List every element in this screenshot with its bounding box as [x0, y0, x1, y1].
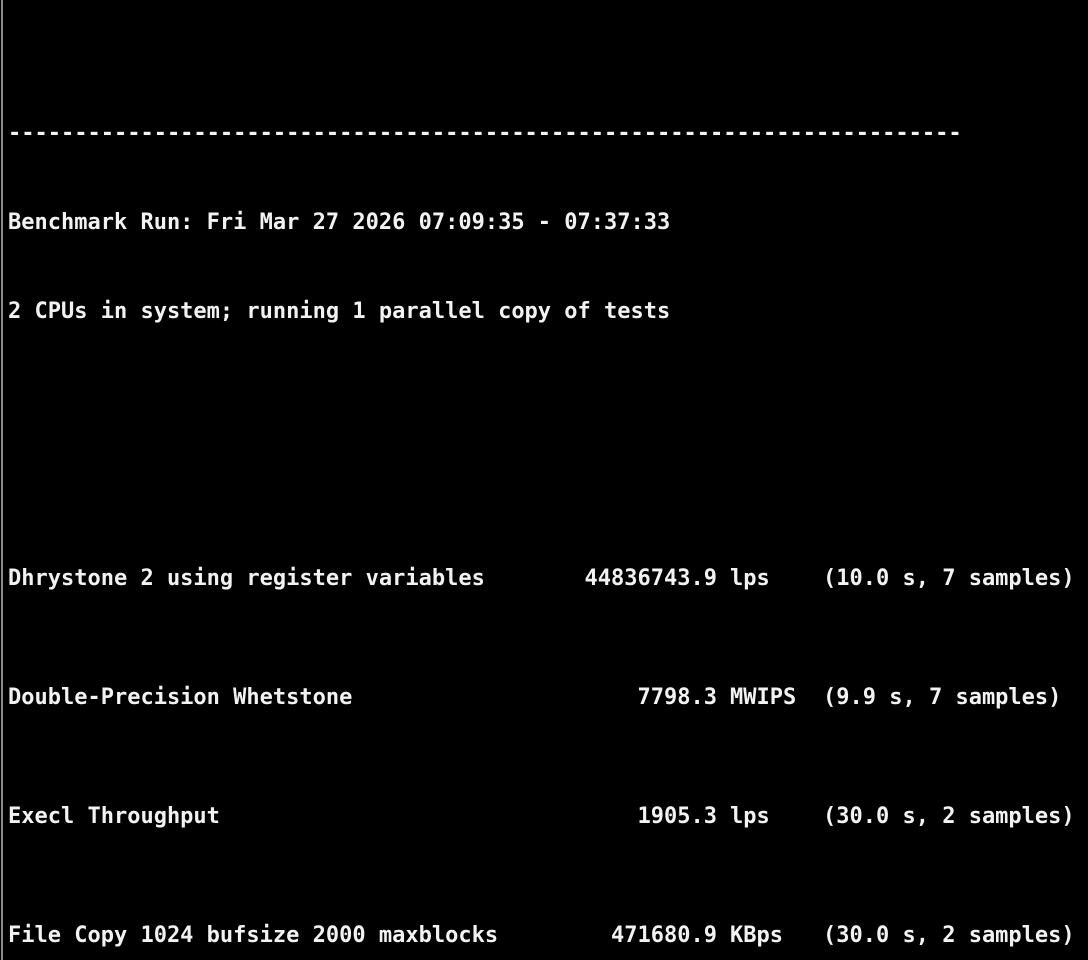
test-detail: (30.0 s, 2 samples) [823, 922, 1075, 948]
test-detail: (9.9 s, 7 samples) [823, 685, 1062, 711]
test-name: File Copy 1024 bufsize 2000 maxblocks [8, 922, 499, 948]
result-row: Double-Precision Whetstone 7798.3 MWIPS … [8, 683, 1088, 713]
separator-line: ----------------------------------------… [8, 120, 962, 146]
test-name: Execl Throughput [8, 803, 220, 829]
test-value: 44836743.9 [584, 566, 717, 592]
blank-line [8, 386, 1088, 416]
result-row: Dhrystone 2 using register variables 448… [8, 564, 1088, 594]
test-name: Double-Precision Whetstone [8, 685, 353, 711]
test-unit: KBps [730, 922, 783, 948]
test-unit: MWIPS [730, 685, 797, 711]
test-value: 1905.3 [637, 803, 717, 829]
result-row: Execl Throughput 1905.3 lps (30.0 s, 2 s… [8, 802, 1088, 832]
cpu-info-line: 2 CPUs in system; running 1 parallel cop… [8, 299, 671, 324]
test-unit: lps [730, 803, 770, 829]
benchmark-run-line: Benchmark Run: Fri Mar 27 2026 07:09:35 … [8, 209, 671, 235]
test-detail: (30.0 s, 2 samples) [823, 803, 1075, 829]
results-section: Dhrystone 2 using register variables 448… [8, 505, 1088, 960]
test-unit: lps [730, 566, 770, 592]
test-detail: (10.0 s, 7 samples) [823, 566, 1075, 592]
terminal-left-edge [1, 0, 3, 960]
test-name: Dhrystone 2 using register variables [8, 566, 485, 592]
result-row: File Copy 1024 bufsize 2000 maxblocks 47… [8, 921, 1088, 951]
test-value: 471680.9 [611, 922, 717, 948]
test-value: 7798.3 [637, 685, 717, 711]
